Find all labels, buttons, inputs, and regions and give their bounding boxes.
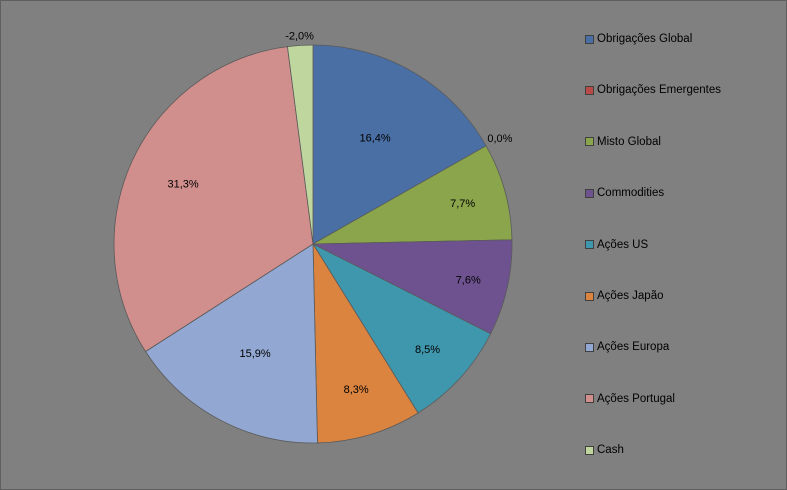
legend-item-obrigacoes-emergentes: Obrigações Emergentes xyxy=(585,82,721,98)
data-label-acoes-japao: 8,3% xyxy=(344,384,369,396)
legend-label: Ações Europa xyxy=(597,341,670,354)
pie-slices xyxy=(113,44,513,444)
legend-swatch xyxy=(585,34,594,44)
legend-swatch xyxy=(585,394,594,404)
legend-item-misto-global: Misto Global xyxy=(585,134,661,150)
data-label-acoes-portugal: 31,3% xyxy=(168,179,199,191)
legend-swatch xyxy=(585,137,594,147)
legend-swatch xyxy=(585,445,594,455)
legend-item-acoes-portugal: Ações Portugal xyxy=(585,391,675,407)
legend-label: Cash xyxy=(597,444,624,457)
data-label-misto-global: 7,7% xyxy=(450,198,475,210)
legend-item-acoes-europa: Ações Europa xyxy=(585,339,669,355)
legend-label: Obrigações Emergentes xyxy=(597,84,722,97)
legend-swatch xyxy=(585,291,594,301)
data-label-acoes-us: 8,5% xyxy=(415,344,440,356)
pie-slice-acoes-europa xyxy=(144,243,318,444)
pie-data-labels: 16,4% 0,0% 7,7% 7,6% 8,5% 8,3% 15,9% 31,3% -2,0% xyxy=(168,30,513,395)
pie-slice-obrigacoes-global xyxy=(312,44,487,245)
legend-item-obrigacoes-global: Obrigações Global xyxy=(585,31,692,47)
legend-label: Misto Global xyxy=(597,135,661,148)
legend-label: Ações Japão xyxy=(597,290,664,302)
data-label-acoes-europa: 15,9% xyxy=(239,348,270,360)
pie-slice-cash xyxy=(287,44,314,245)
legend-label: Obrigações Global xyxy=(597,33,693,45)
data-label-commodities: 7,6% xyxy=(456,274,481,286)
legend-swatch xyxy=(585,240,594,250)
pie-slice-acoes-us xyxy=(311,242,492,414)
legend-label: Commodities xyxy=(597,187,665,200)
legend-swatch xyxy=(585,85,594,95)
legend-item-acoes-japao: Ações Japão xyxy=(585,288,664,304)
legend-swatch xyxy=(585,342,594,352)
pie-slice-acoes-portugal xyxy=(113,46,314,353)
pie-slice-misto-global xyxy=(312,145,513,245)
legend-label: Ações Portugal xyxy=(597,392,675,405)
legend-item-acoes-us: Ações US xyxy=(585,237,648,253)
data-label-obrigacoes-emergentes: 0,0% xyxy=(487,133,512,145)
legend-swatch xyxy=(585,188,594,198)
pie-slice-commodities xyxy=(312,239,513,335)
legend-item-cash: Cash xyxy=(585,442,624,458)
legend-label: Ações US xyxy=(597,238,649,251)
data-label-obrigacoes-global: 16,4% xyxy=(359,132,390,144)
data-label-cash: -2,0% xyxy=(285,30,314,42)
pie-slice-acoes-japao xyxy=(312,242,419,444)
legend-item-commodities: Commodities xyxy=(585,185,664,201)
